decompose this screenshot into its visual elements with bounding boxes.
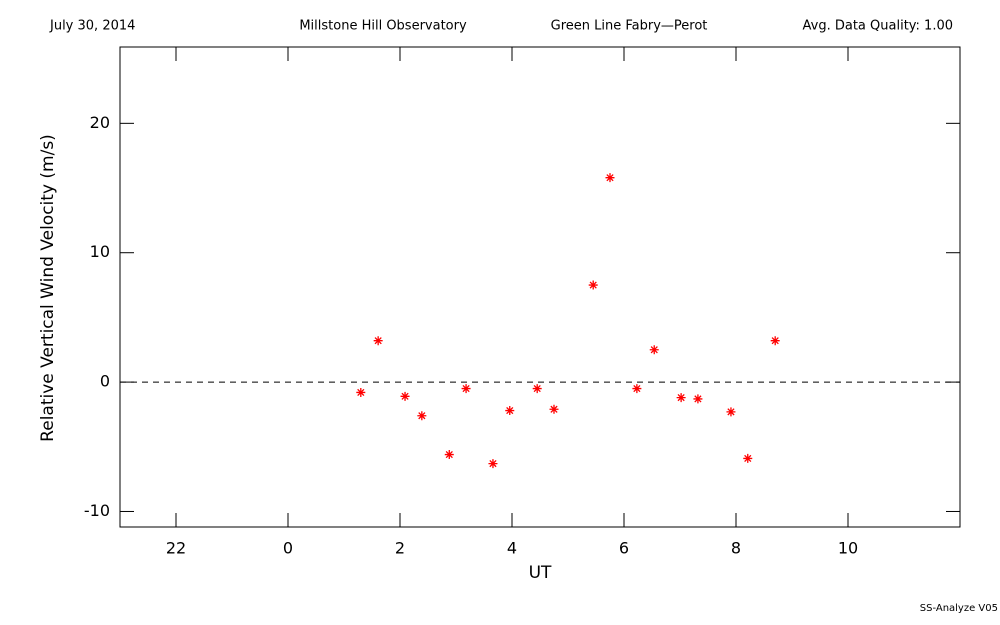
- data-point: [605, 173, 615, 183]
- data-point: [588, 280, 598, 290]
- x-tick-label: 22: [166, 539, 186, 558]
- y-tick-label: 0: [100, 372, 110, 391]
- data-point: [649, 345, 659, 355]
- data-point: [676, 393, 686, 403]
- data-point: [505, 406, 515, 416]
- data-point: [743, 453, 753, 463]
- header-quality: Avg. Data Quality: 1.00: [803, 19, 953, 34]
- x-tick-label: 0: [283, 539, 293, 558]
- y-tick-label: 20: [90, 113, 110, 132]
- data-point: [549, 404, 559, 414]
- data-point: [726, 407, 736, 417]
- x-tick-label: 6: [619, 539, 629, 558]
- data-point: [417, 411, 427, 421]
- x-tick-label: 10: [838, 539, 858, 558]
- data-point: [693, 394, 703, 404]
- header-site: Millstone Hill Observatory: [299, 19, 467, 34]
- x-tick-label: 4: [507, 539, 517, 558]
- x-tick-label: 8: [731, 539, 741, 558]
- plot-frame: [119, 46, 961, 528]
- data-point: [632, 384, 642, 394]
- x-axis-label: UT: [529, 563, 552, 583]
- data-point: [461, 384, 471, 394]
- data-point: [373, 336, 383, 346]
- data-point: [770, 336, 780, 346]
- header-instrument: Green Line Fabry—Perot: [551, 19, 708, 34]
- data-point: [532, 384, 542, 394]
- y-axis-label: Relative Vertical Wind Velocity (m/s): [38, 134, 58, 442]
- header-date: July 30, 2014: [49, 19, 135, 34]
- x-tick-label: 2: [395, 539, 405, 558]
- data-point: [488, 459, 498, 469]
- footer: SS-Analyze V05: [920, 603, 998, 614]
- data-point: [356, 387, 366, 397]
- y-tick-label: -10: [84, 501, 110, 520]
- data-point: [400, 391, 410, 401]
- y-tick-label: 10: [90, 242, 110, 261]
- data-point: [444, 450, 454, 460]
